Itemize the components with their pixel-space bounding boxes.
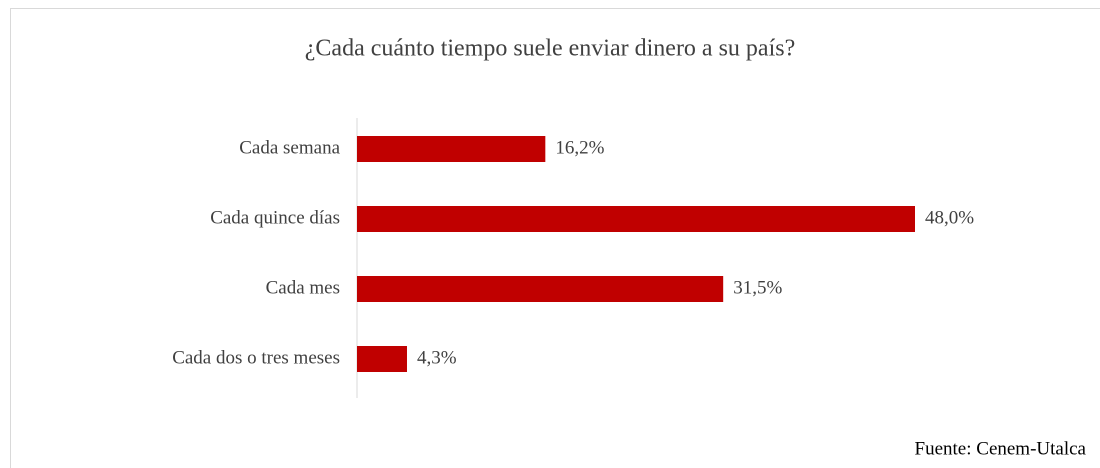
source-note: Fuente: Cenem-Utalca xyxy=(915,438,1087,459)
bar xyxy=(357,206,915,232)
value-label: 31,5% xyxy=(733,277,782,298)
value-label: 16,2% xyxy=(555,137,604,158)
bar xyxy=(357,136,546,162)
category-label: Cada semana xyxy=(239,137,340,158)
category-label: Cada quince días xyxy=(210,207,340,228)
value-label: 4,3% xyxy=(417,347,457,368)
category-label: Cada dos o tres meses xyxy=(172,347,340,368)
value-label: 48,0% xyxy=(925,207,974,228)
category-label: Cada mes xyxy=(266,277,340,298)
bar xyxy=(357,276,724,302)
bar xyxy=(357,346,407,372)
chart-title: ¿Cada cuánto tiempo suele enviar dinero … xyxy=(305,36,796,62)
chart-frame xyxy=(10,8,1100,468)
